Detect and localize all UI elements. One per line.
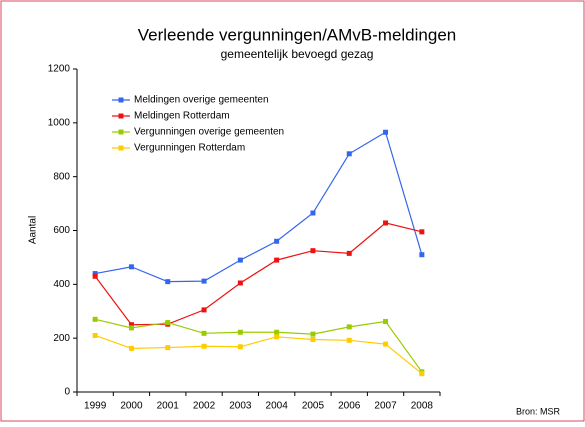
legend-label: Meldingen overige gemeenten (134, 95, 269, 106)
series-line (95, 318, 423, 373)
source: Bron: MSR (516, 406, 561, 416)
x-tick-label: 2008 (411, 401, 434, 412)
x-tick-label: 2001 (157, 401, 180, 412)
point (419, 252, 425, 258)
point (310, 210, 316, 216)
y-tick-label: 0 (64, 387, 70, 398)
point (128, 325, 134, 331)
point (165, 279, 171, 285)
x-tick-label: 2000 (120, 401, 143, 412)
series-line (94, 334, 423, 375)
legend-marker (118, 145, 124, 151)
x-tick-label: 2002 (193, 401, 216, 412)
legend-label: Vergunningen Rotterdam (134, 143, 245, 154)
point (346, 337, 352, 343)
point (346, 324, 352, 330)
point (383, 129, 389, 135)
point (310, 331, 316, 337)
point (237, 280, 243, 286)
x-tick-label: 2004 (266, 401, 289, 412)
point (419, 229, 425, 235)
point (274, 334, 280, 340)
legend-marker (118, 129, 124, 135)
y-tick-label: 800 (53, 171, 70, 182)
x-tick-label: 2005 (302, 401, 325, 412)
x-tick-label: 1999 (84, 401, 107, 412)
y-tick-label: 200 (53, 333, 70, 344)
series-line (95, 131, 423, 283)
point (237, 329, 243, 335)
chart-subtitle: gemeentelijk bevoegd gezag (221, 47, 374, 61)
point (165, 345, 171, 351)
point (128, 264, 134, 270)
legend-marker (118, 113, 124, 119)
point (383, 220, 389, 226)
point (201, 307, 207, 313)
y-tick-label: 1200 (48, 64, 71, 75)
x-tick-label: 2007 (374, 401, 397, 412)
point (92, 316, 98, 322)
point (92, 332, 98, 338)
y-tick-label: 600 (53, 225, 70, 236)
point (346, 151, 352, 157)
point (201, 343, 207, 349)
x-tick-label: 2003 (229, 401, 252, 412)
point (346, 250, 352, 256)
x-tick-label: 2006 (338, 401, 361, 412)
point (201, 330, 207, 336)
point (419, 371, 425, 377)
point (274, 329, 280, 335)
legend-label: Meldingen Rotterdam (134, 111, 230, 122)
point (92, 271, 98, 277)
point (310, 248, 316, 254)
point (128, 322, 134, 328)
point (237, 257, 243, 263)
legend-marker (118, 97, 124, 103)
point (383, 318, 389, 324)
point (128, 345, 134, 351)
point (201, 278, 207, 284)
y-tick-label: 400 (53, 279, 70, 290)
point (383, 341, 389, 347)
series-line (94, 222, 422, 326)
y-axis-label: Aantal (28, 216, 39, 244)
chart-title: Verleende vergunningen/AMvB-meldingen (138, 25, 456, 44)
point (274, 238, 280, 244)
point (310, 337, 316, 343)
point (274, 257, 280, 263)
point (92, 273, 98, 279)
y-tick-label: 1000 (48, 117, 71, 128)
point (165, 320, 171, 326)
point (237, 344, 243, 350)
legend-label: Vergunningen overige gemeenten (134, 127, 284, 138)
